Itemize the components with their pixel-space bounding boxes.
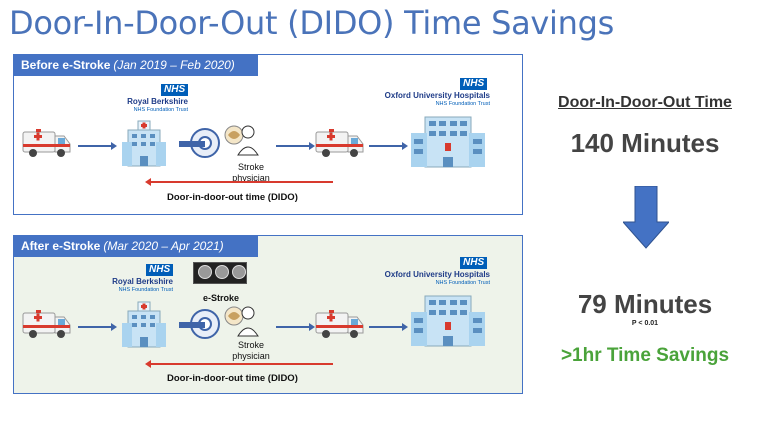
before-header: Before e-Stroke (Jan 2019 – Feb 2020) (14, 55, 258, 76)
summary-heading: Door-In-Door-Out Time (558, 94, 732, 111)
down-arrow-icon (623, 186, 669, 249)
hospital-left-trust: NHS Foundation Trust (118, 287, 173, 293)
page-title: Door-In-Door-Out (DIDO) Time Savings (9, 4, 614, 42)
estroke-label: e-Stroke (202, 293, 239, 303)
ct-scan-image (193, 262, 247, 284)
hospital-building-icon (411, 116, 485, 168)
before-header-label: Before e-Stroke (21, 58, 111, 72)
hospital-building-icon (411, 295, 485, 347)
ct-scanner-icon (179, 128, 220, 158)
after-header-label: After e-Stroke (21, 239, 101, 253)
nhs-logo-right: NHS (460, 257, 488, 269)
nhs-logo-left: NHS (146, 264, 174, 276)
physician-label: Stroke physician (232, 162, 270, 183)
after-panel: After e-Stroke (Mar 2020 – Apr 2021) NHS … (13, 235, 523, 394)
dido-line (145, 360, 333, 368)
hospital-right-name: Oxford University Hospitals (384, 91, 490, 100)
flow-arrow (78, 323, 117, 331)
hospital-right-trust: NHS Foundation Trust (435, 280, 490, 286)
flow-arrow (78, 142, 117, 150)
dido-label: Door-in-door-out time (DIDO) (167, 373, 298, 384)
hospital-right-trust: NHS Foundation Trust (435, 101, 490, 107)
nhs-logo-right: NHS (460, 78, 488, 90)
hospital-building-icon (122, 301, 166, 348)
ct-scanner-icon (179, 309, 220, 339)
dido-line (145, 178, 333, 186)
dido-label: Door-in-door-out time (DIDO) (167, 192, 298, 203)
after-header: After e-Stroke (Mar 2020 – Apr 2021) (14, 236, 258, 257)
after-period: (Mar 2020 – Apr 2021) (103, 239, 224, 253)
flow-arrow (369, 142, 408, 150)
hospital-left-name: Royal Berkshire (127, 97, 188, 106)
hospital-building-icon (122, 120, 166, 167)
before-time-value: 140 Minutes (570, 128, 720, 158)
ambulance-icon (315, 310, 364, 338)
ambulance-icon (22, 129, 71, 157)
flow-arrow (276, 142, 315, 150)
after-time-value: 79 Minutes (577, 289, 713, 319)
hospital-right-name: Oxford University Hospitals (384, 270, 490, 279)
hospital-left-name: Royal Berkshire (112, 277, 173, 286)
ambulance-icon (315, 129, 364, 157)
flow-arrow (369, 323, 408, 331)
before-period: (Jan 2019 – Feb 2020) (113, 58, 235, 72)
time-savings: >1hr Time Savings (560, 345, 730, 366)
p-value: P < 0.01 (631, 320, 659, 327)
stroke-physician-icon (224, 125, 259, 156)
stroke-physician-icon (224, 306, 259, 337)
nhs-logo-left: NHS (161, 84, 189, 96)
ambulance-icon (22, 310, 71, 338)
hospital-left-trust: NHS Foundation Trust (133, 107, 188, 113)
flow-arrow (276, 323, 315, 331)
before-panel: Before e-Stroke (Jan 2019 – Feb 2020) NHS… (13, 54, 523, 215)
physician-label: Stroke physician (232, 340, 270, 361)
